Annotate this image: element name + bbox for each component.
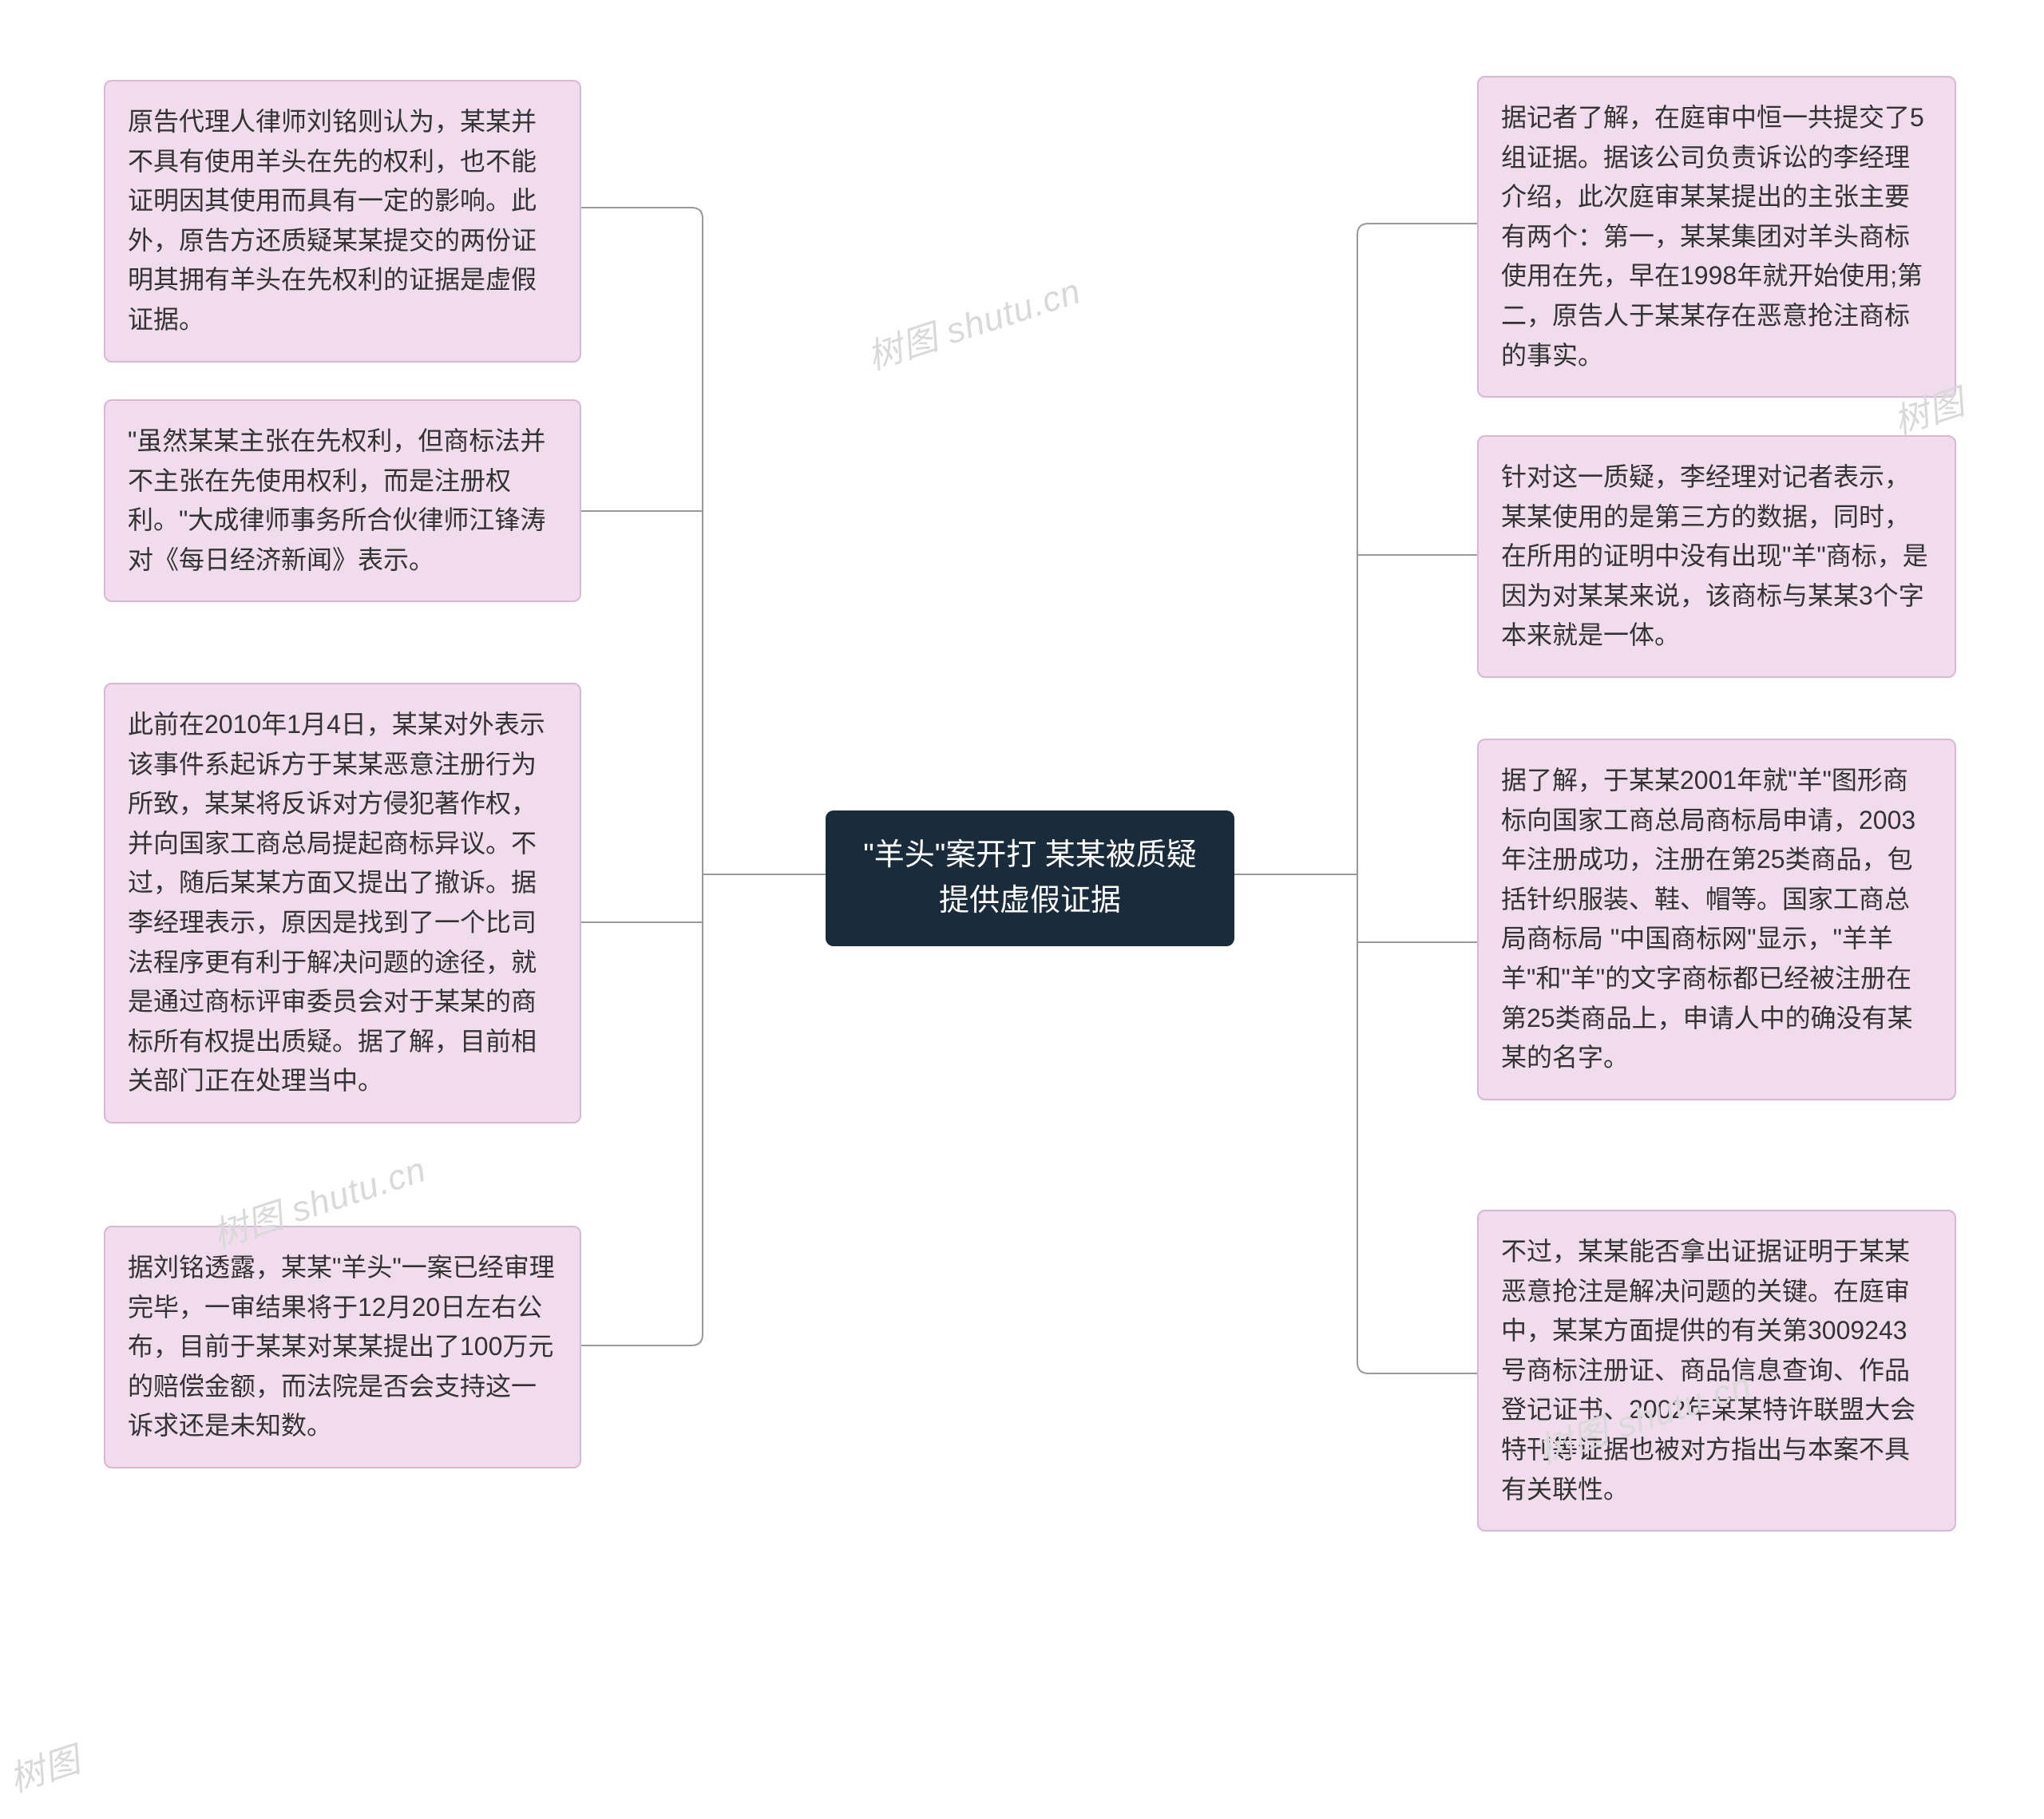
mindmap-canvas: "羊头"案开打 某某被质疑提供虚假证据 原告代理人律师刘铭则认为，某某并不具有使… [0,0,2044,1819]
left-leaf-text: 据刘铭透露，某某"羊头"一案已经审理完毕，一审结果将于12月20日左右公布，目前… [128,1253,555,1440]
center-topic[interactable]: "羊头"案开打 某某被质疑提供虚假证据 [826,810,1234,946]
left-leaf-3[interactable]: 据刘铭透露，某某"羊头"一案已经审理完毕，一审结果将于12月20日左右公布，目前… [104,1226,581,1468]
left-leaf-0[interactable]: 原告代理人律师刘铭则认为，某某并不具有使用羊头在先的权利，也不能证明因其使用而具… [104,80,581,363]
left-leaf-text: "虽然某某主张在先权利，但商标法并不主张在先使用权利，而是注册权利。"大成律师事… [128,426,545,574]
right-leaf-0[interactable]: 据记者了解，在庭审中恒一共提交了5组证据。据该公司负责诉讼的李经理介绍，此次庭审… [1477,76,1956,398]
watermark: 树图 shutu.cn [860,263,1087,380]
right-leaf-2[interactable]: 据了解，于某某2001年就"羊"图形商标向国家工商总局商标局申请，2003年注册… [1477,739,1956,1100]
left-leaf-text: 原告代理人律师刘铭则认为，某某并不具有使用羊头在先的权利，也不能证明因其使用而具… [128,107,537,334]
right-leaf-3[interactable]: 不过，某某能否拿出证据证明于某某恶意抢注是解决问题的关键。在庭审中，某某方面提供… [1477,1210,1956,1532]
watermark: 树图 [2,1731,85,1802]
right-leaf-text: 据记者了解，在庭审中恒一共提交了5组证据。据该公司负责诉讼的李经理介绍，此次庭审… [1501,103,1924,370]
right-leaf-1[interactable]: 针对这一质疑，李经理对记者表示，某某使用的是第三方的数据，同时，在所用的证明中没… [1477,435,1956,678]
left-leaf-2[interactable]: 此前在2010年1月4日，某某对外表示该事件系起诉方于某某恶意注册行为所致，某某… [104,683,581,1124]
left-leaf-text: 此前在2010年1月4日，某某对外表示该事件系起诉方于某某恶意注册行为所致，某某… [128,710,545,1095]
right-leaf-text: 据了解，于某某2001年就"羊"图形商标向国家工商总局商标局申请，2003年注册… [1501,766,1915,1072]
right-leaf-text: 针对这一质疑，李经理对记者表示，某某使用的是第三方的数据，同时，在所用的证明中没… [1501,462,1928,649]
right-leaf-text: 不过，某某能否拿出证据证明于某某恶意抢注是解决问题的关键。在庭审中，某某方面提供… [1501,1237,1915,1504]
center-topic-text: "羊头"案开打 某某被质疑提供虚假证据 [863,838,1197,917]
left-leaf-1[interactable]: "虽然某某主张在先权利，但商标法并不主张在先使用权利，而是注册权利。"大成律师事… [104,399,581,602]
